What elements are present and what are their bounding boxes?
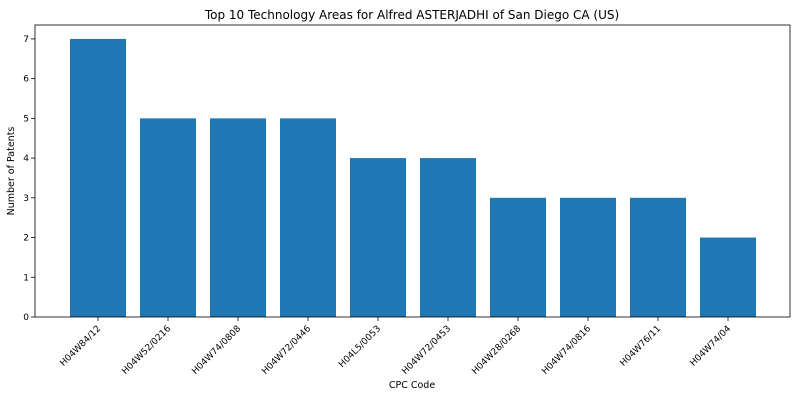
bars-group	[70, 39, 756, 317]
y-tick-label: 5	[23, 114, 29, 124]
x-tick-label: H04W74/04	[689, 324, 734, 369]
bar-H04W28/0268	[490, 198, 546, 317]
y-tick-label: 4	[23, 154, 29, 164]
x-tick-label: H04W76/11	[619, 324, 664, 369]
y-axis: 0 1 2 3 4 5 6 7	[23, 35, 35, 323]
chart-title: Top 10 Technology Areas for Alfred ASTER…	[204, 8, 619, 22]
y-tick-label: 1	[23, 273, 29, 283]
y-tick-label: 3	[23, 194, 29, 204]
x-tick-label: H04W52/0216	[120, 324, 173, 377]
y-tick-label: 0	[23, 313, 29, 323]
bar-H04W84/12	[70, 39, 126, 317]
bar-H04W72/0453	[420, 158, 476, 317]
x-tick-label: H04W74/0816	[540, 324, 593, 377]
bar-H04W74/04	[700, 238, 756, 317]
x-axis: H04W84/12 H04W52/0216 H04W74/0808 H04W72/04…	[59, 317, 734, 377]
x-tick-label: H04W74/0808	[190, 324, 243, 377]
bar-H04W52/0216	[140, 118, 196, 317]
bar-H04W76/11	[630, 198, 686, 317]
x-axis-label: CPC Code	[389, 380, 435, 391]
x-tick-label: H04W84/12	[59, 324, 104, 369]
bar-H04L5/0053	[350, 158, 406, 317]
x-tick-label: H04W28/0268	[470, 324, 523, 377]
x-tick-label: H04W72/0446	[260, 324, 313, 377]
bar-H04W74/0816	[560, 198, 616, 317]
y-tick-label: 2	[23, 234, 29, 244]
bar-H04W72/0446	[280, 118, 336, 317]
bar-H04W74/0808	[210, 118, 266, 317]
y-tick-label: 7	[23, 35, 29, 45]
x-tick-label: H04W72/0453	[400, 324, 453, 377]
x-tick-label: H04L5/0053	[337, 324, 383, 370]
y-axis-label: Number of Patents	[6, 127, 17, 216]
y-tick-label: 6	[23, 75, 29, 85]
